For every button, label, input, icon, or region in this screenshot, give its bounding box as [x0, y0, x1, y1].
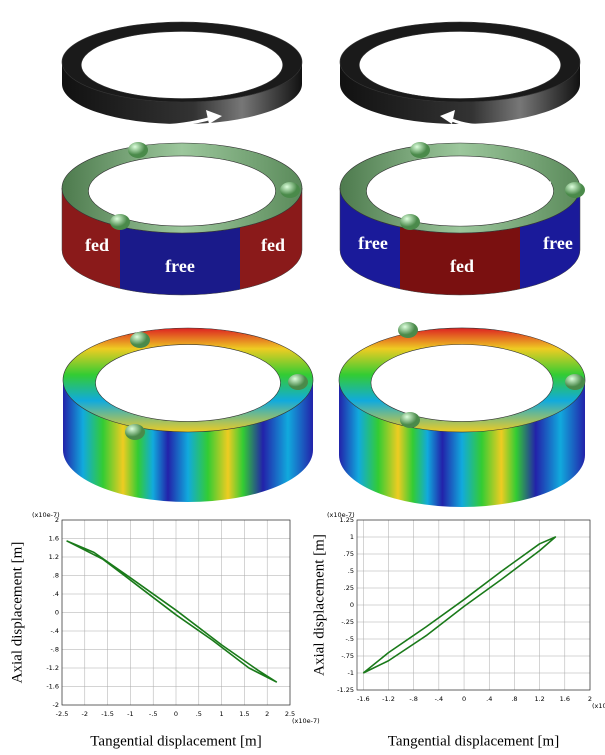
x-tick-label: -.8	[409, 695, 418, 703]
y-tick-label: .8	[53, 572, 59, 580]
region-label: fed	[85, 235, 109, 255]
x-tick-label: -2	[82, 710, 88, 718]
region-label: free	[235, 180, 265, 200]
x-tick-label: -1.6	[357, 695, 370, 703]
x-tick-label: 1.2	[534, 695, 544, 703]
y-tick-label: -.4	[50, 627, 59, 635]
ring-side	[62, 62, 302, 124]
x-tick-label: .8	[511, 695, 517, 703]
y-tick-label: -1.6	[46, 683, 59, 691]
y-axis-label: Axial displacement [m]	[311, 534, 327, 676]
y-tick-label: 1.6	[49, 535, 59, 543]
sphere	[130, 332, 150, 348]
x-multiplier: (x10e-7)	[592, 702, 605, 710]
sphere	[400, 214, 420, 230]
y-tick-label: 1.2	[49, 553, 59, 561]
x-tick-label: .4	[486, 695, 492, 703]
ring-top	[340, 22, 580, 102]
region-label: fed	[450, 256, 474, 276]
y-tick-label: -1	[348, 669, 354, 677]
figure: free fed free fed free fed fed free fed free fed fr…	[0, 0, 605, 755]
x-tick-label: .5	[196, 710, 202, 718]
y-tick-label: -.8	[50, 646, 59, 654]
x-tick-label: -2.5	[56, 710, 69, 718]
region-label: free	[105, 175, 135, 195]
region-label: free	[458, 164, 488, 184]
y-tick-label: 0	[55, 609, 59, 617]
y-tick-label: .75	[344, 550, 354, 558]
sphere	[110, 214, 130, 230]
ring-top	[63, 328, 313, 432]
y-tick-label: -.75	[341, 652, 354, 660]
x-tick-label: -.5	[149, 710, 158, 718]
x-tick-label: 1	[220, 710, 224, 718]
sphere	[125, 424, 145, 440]
y-tick-label: -1.25	[337, 686, 354, 694]
y-tick-label: -.5	[345, 635, 354, 643]
region-label: free	[358, 233, 388, 253]
y-tick-label: -2	[53, 701, 59, 709]
x-tick-label: -1	[127, 710, 133, 718]
y-tick-label: -.25	[341, 618, 354, 626]
region-label: fed	[528, 178, 552, 198]
sphere	[280, 182, 300, 198]
region-label: fed	[261, 235, 285, 255]
y-tick-label: 0	[350, 601, 354, 609]
y-tick-label: .5	[348, 567, 354, 575]
x-tick-label: 1.6	[560, 695, 570, 703]
region-label: free	[543, 233, 573, 253]
y-tick-label: 1	[350, 533, 354, 541]
x-axis-label: Tangential displacement [m]	[388, 733, 559, 749]
y-tick-label: -1.2	[46, 664, 59, 672]
x-tick-label: -1.2	[382, 695, 395, 703]
x-tick-label: -.4	[435, 695, 444, 703]
y-tick-label: .25	[344, 584, 354, 592]
x-axis-label: Tangential displacement [m]	[90, 733, 261, 749]
region-label: fed	[383, 174, 407, 194]
sphere	[410, 142, 430, 158]
line-series	[67, 541, 277, 682]
x-tick-label: -1.5	[101, 710, 114, 718]
x-tick-label: 2	[265, 710, 269, 718]
x-tick-label: 0	[462, 695, 466, 703]
sphere	[288, 374, 308, 390]
x-tick-label: 0	[174, 710, 178, 718]
ring-side	[340, 62, 580, 124]
y-multiplier: (x10e-7)	[32, 511, 60, 519]
sphere	[565, 374, 585, 390]
sphere	[398, 322, 418, 338]
ring-top	[62, 22, 302, 102]
x-multiplier: (x10e-7)	[292, 717, 320, 725]
region-label: fed	[181, 170, 205, 190]
x-tick-label: 1.5	[239, 710, 249, 718]
sphere	[400, 412, 420, 428]
sphere	[128, 142, 148, 158]
y-axis-label: Axial displacement [m]	[9, 542, 25, 684]
region-label: free	[165, 256, 195, 276]
sphere	[565, 182, 585, 198]
y-multiplier: (x10e-7)	[327, 511, 355, 519]
y-tick-label: .4	[53, 590, 59, 598]
ring-top	[339, 328, 585, 432]
